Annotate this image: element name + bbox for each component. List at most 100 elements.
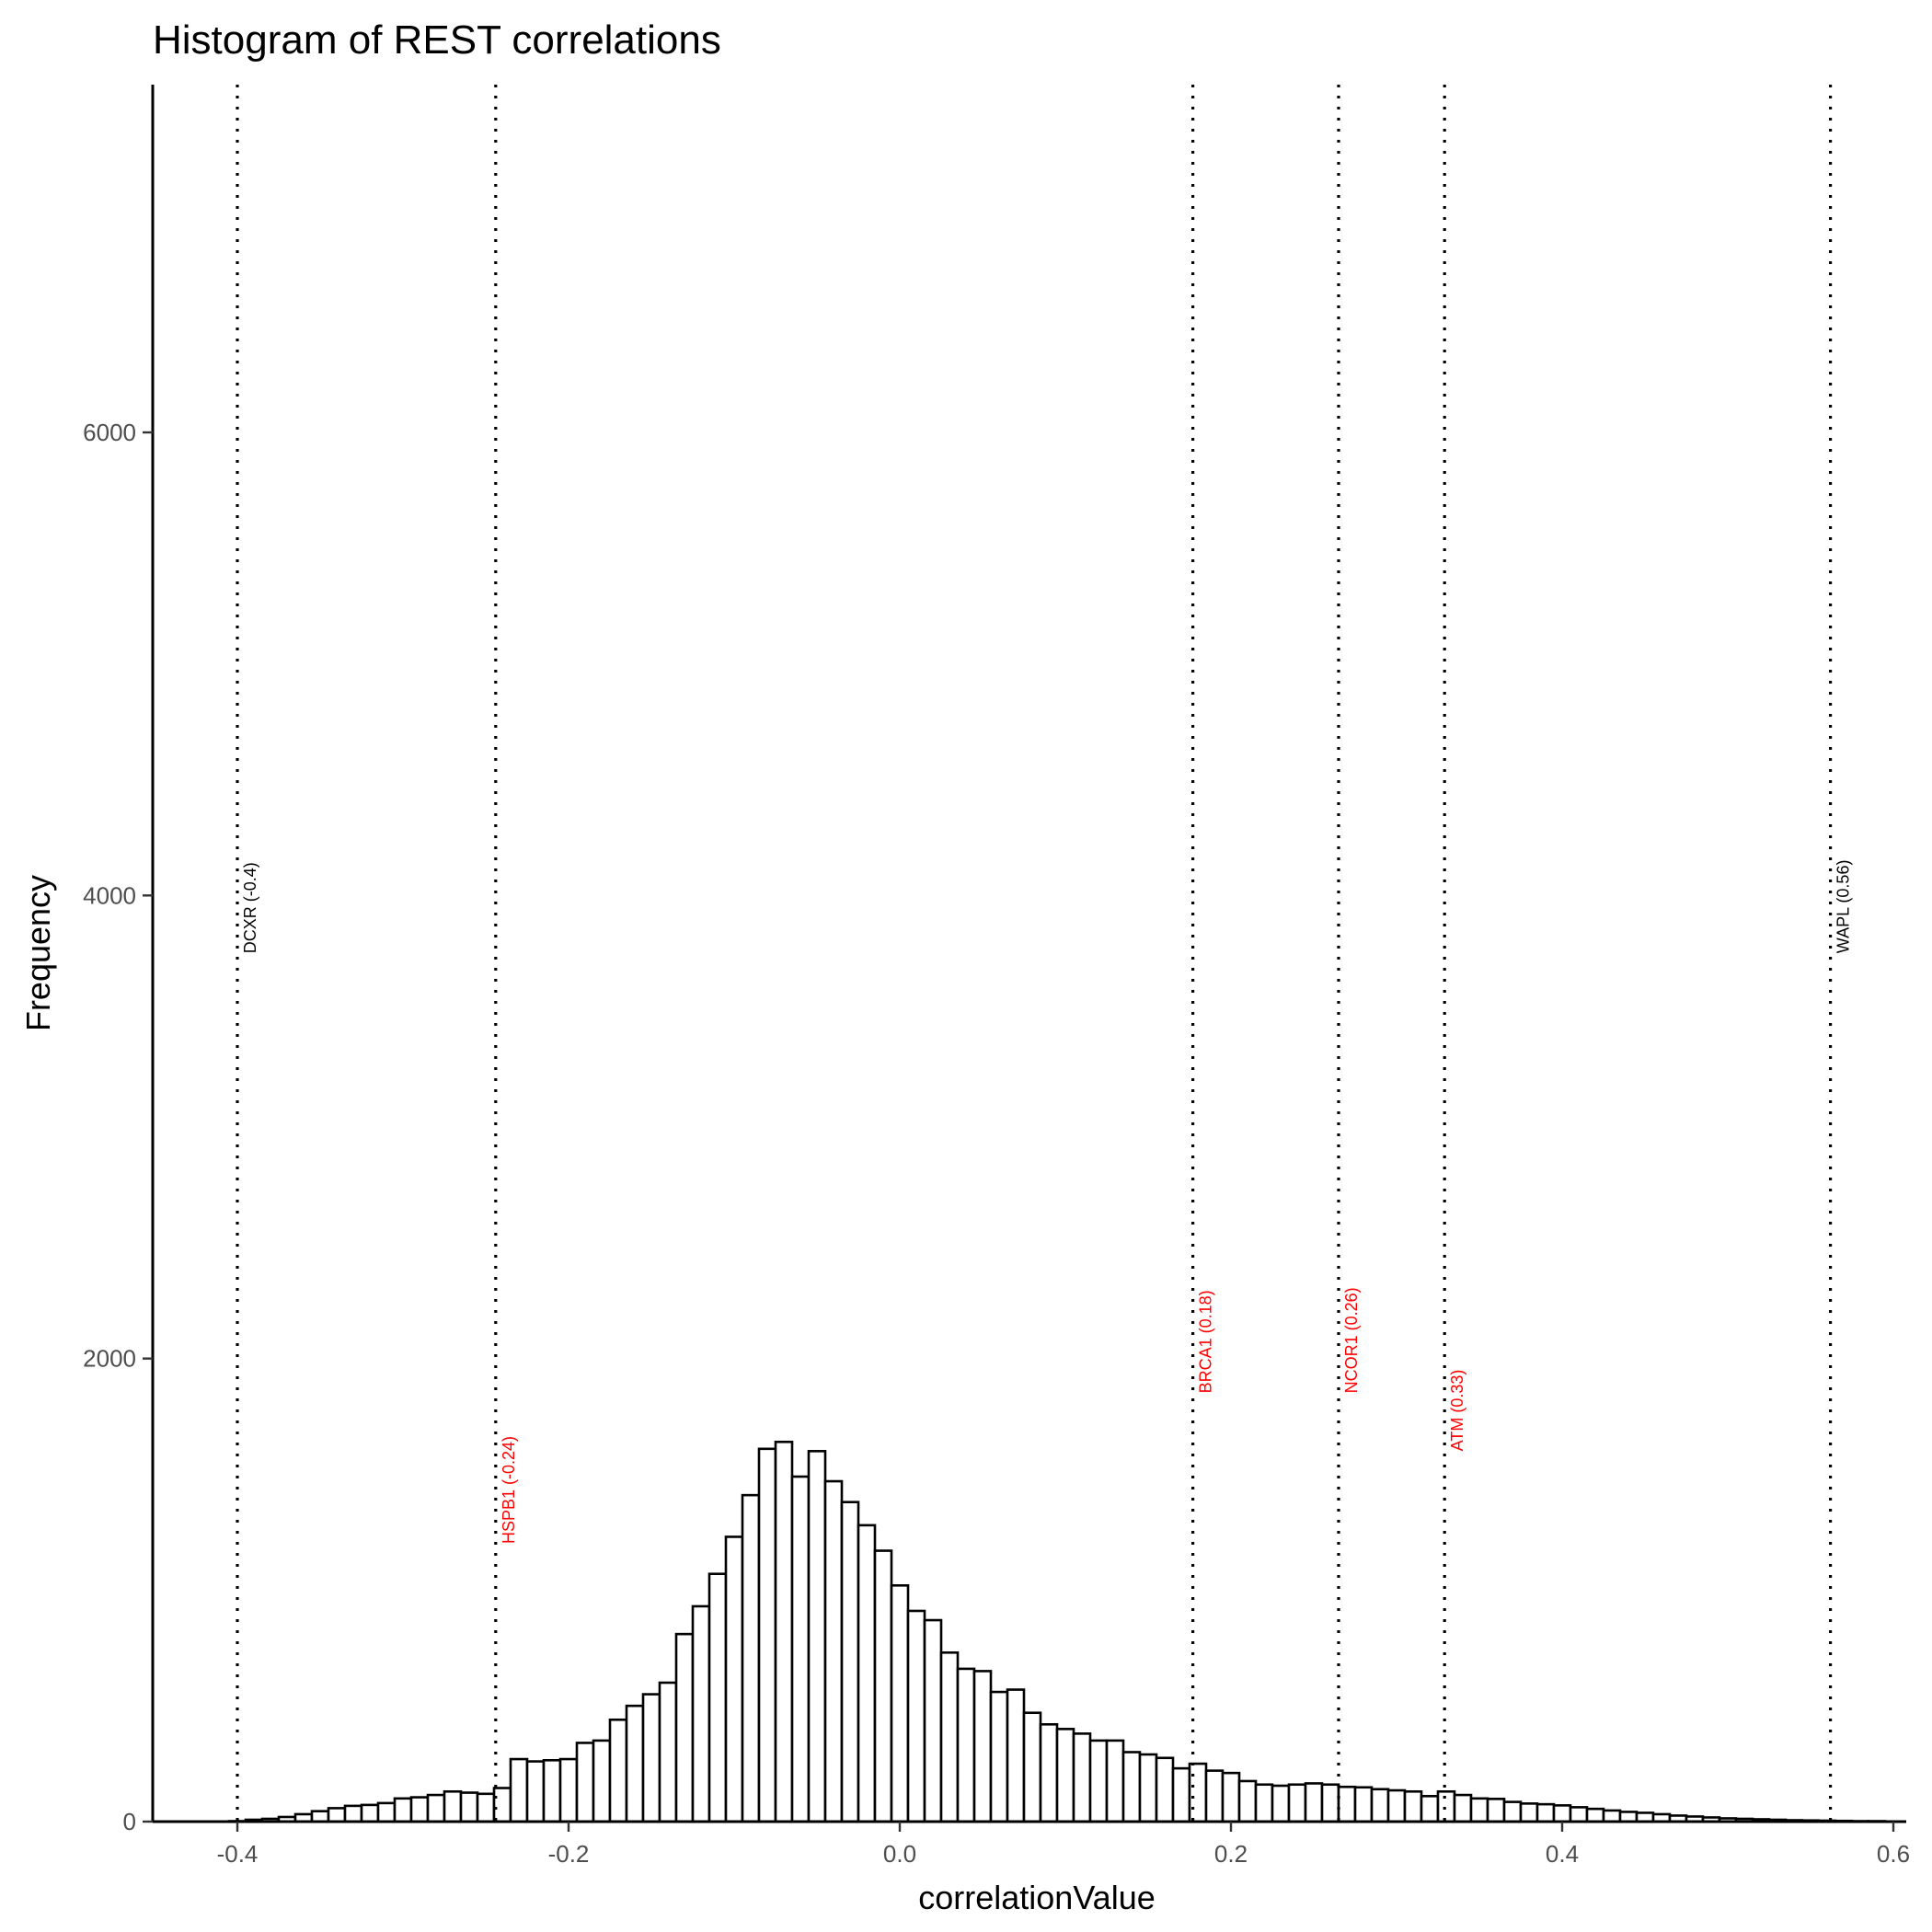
x-tick-label: 0.6 — [1877, 1840, 1910, 1868]
histogram-bar — [492, 1787, 512, 1823]
histogram-bar — [1370, 1788, 1390, 1823]
reference-line-label: ATM (0.33) — [1448, 1370, 1466, 1452]
histogram-bar — [1453, 1793, 1473, 1823]
histogram-bar — [1386, 1788, 1407, 1823]
histogram-bar — [707, 1572, 728, 1823]
histogram-bar — [1254, 1783, 1274, 1823]
histogram-bar — [923, 1618, 943, 1823]
x-tick-label: 0.2 — [1214, 1840, 1248, 1868]
y-tick-label: 2000 — [83, 1345, 136, 1373]
y-tick-label: 6000 — [83, 419, 136, 446]
x-ticks-group: -0.4 -0.2 0.0 0.2 0.4 0.6 — [217, 1822, 1910, 1868]
histogram-bar — [376, 1801, 397, 1823]
histogram-bar — [1585, 1807, 1605, 1823]
histogram-bar — [310, 1810, 330, 1823]
histogram-bar — [1121, 1751, 1142, 1823]
histogram-bar — [1469, 1797, 1489, 1823]
histogram-bar — [840, 1501, 860, 1823]
bars-group — [227, 1440, 1887, 1823]
histogram-bar — [890, 1584, 910, 1823]
histogram-bar — [409, 1796, 430, 1823]
reference-line-label: NCOR1 (0.26) — [1342, 1287, 1361, 1393]
histogram-bar — [1072, 1732, 1092, 1823]
histogram-bar — [989, 1690, 1009, 1823]
histogram-bar — [1552, 1804, 1572, 1823]
histogram-bar — [1088, 1739, 1109, 1823]
histogram-bar — [459, 1791, 479, 1823]
x-axis-title: correlationValue — [918, 1879, 1155, 1916]
histogram-bar — [757, 1447, 777, 1823]
histogram-bar — [1337, 1785, 1357, 1823]
histogram-bar — [426, 1793, 446, 1823]
histogram-bar — [691, 1604, 711, 1823]
histogram-bar — [972, 1670, 993, 1823]
histogram-bar — [939, 1650, 960, 1823]
y-ticks-group: 0 2000 4000 6000 — [83, 419, 153, 1835]
histogram-bar — [906, 1609, 926, 1823]
y-tick-label: 4000 — [83, 881, 136, 909]
histogram-bar — [625, 1704, 645, 1823]
histogram-bar — [1519, 1802, 1539, 1823]
histogram-bar — [443, 1789, 463, 1823]
reference-line-label: HSPB1 (-0.24) — [500, 1436, 518, 1544]
histogram-bar — [1486, 1798, 1506, 1823]
histogram-bar — [608, 1718, 628, 1823]
histogram-bar — [360, 1803, 380, 1823]
histogram-bar — [1287, 1783, 1307, 1823]
y-tick-label: 0 — [123, 1808, 136, 1835]
histogram-bar — [393, 1797, 413, 1823]
histogram-bar — [1105, 1739, 1125, 1823]
reference-line-label: DCXR (-0.4) — [241, 862, 259, 953]
histogram-bar — [343, 1804, 363, 1823]
histogram-bar — [1271, 1784, 1291, 1823]
histogram-bar — [1237, 1779, 1258, 1823]
histogram-bar — [857, 1524, 877, 1823]
histogram-bar — [327, 1807, 347, 1823]
histogram-bar — [1204, 1769, 1225, 1823]
histogram-bar — [1304, 1782, 1324, 1823]
histogram-bar — [1436, 1789, 1456, 1823]
histogram-bar — [823, 1479, 844, 1823]
histogram-bar — [1320, 1783, 1340, 1823]
histogram-bar — [1535, 1802, 1556, 1823]
histogram-bar — [1171, 1766, 1191, 1823]
histogram-bar — [1155, 1756, 1175, 1823]
histogram-bar — [1055, 1728, 1075, 1823]
histogram-bar — [1188, 1762, 1208, 1823]
histogram-bar — [575, 1742, 595, 1823]
histogram-bar — [592, 1739, 612, 1823]
histogram-bar — [509, 1757, 529, 1823]
histogram-bar — [1221, 1771, 1241, 1823]
histogram-bar — [1353, 1786, 1374, 1823]
y-axis-title: Frequency — [19, 875, 57, 1031]
histogram-bar — [658, 1681, 678, 1823]
x-tick-label: 0.0 — [883, 1840, 916, 1868]
histogram-bar — [542, 1759, 562, 1823]
histogram-bar — [1022, 1711, 1042, 1823]
x-tick-label: -0.2 — [548, 1840, 590, 1868]
histogram-bar — [1502, 1800, 1523, 1823]
reference-line-label: BRCA1 (0.18) — [1197, 1290, 1215, 1393]
x-tick-label: -0.4 — [217, 1840, 259, 1868]
histogram-bar — [956, 1667, 976, 1823]
histogram-bar — [525, 1760, 546, 1823]
histogram-bar — [1420, 1795, 1440, 1823]
histogram-bar — [476, 1792, 496, 1823]
histogram-bar — [674, 1632, 695, 1823]
histogram-bar — [807, 1450, 827, 1823]
histogram-bar — [741, 1493, 761, 1823]
histogram-bar — [724, 1535, 744, 1823]
reference-lines-group: DCXR (-0.4) HSPB1 (-0.24) BRCA1 (0.18) NCOR… — [236, 85, 1853, 1822]
histogram-bar — [774, 1440, 794, 1823]
histogram-bar — [1039, 1723, 1059, 1823]
x-tick-label: 0.4 — [1546, 1840, 1579, 1868]
histogram-bar — [790, 1475, 811, 1823]
histogram-bar — [1618, 1811, 1639, 1823]
histogram-bar — [1602, 1809, 1622, 1823]
histogram-bar — [641, 1693, 661, 1823]
reference-line-label: WAPL (0.56) — [1834, 860, 1853, 954]
histogram-bar — [1569, 1806, 1589, 1823]
histogram-bar — [558, 1757, 579, 1823]
histogram-bar — [1403, 1789, 1423, 1823]
